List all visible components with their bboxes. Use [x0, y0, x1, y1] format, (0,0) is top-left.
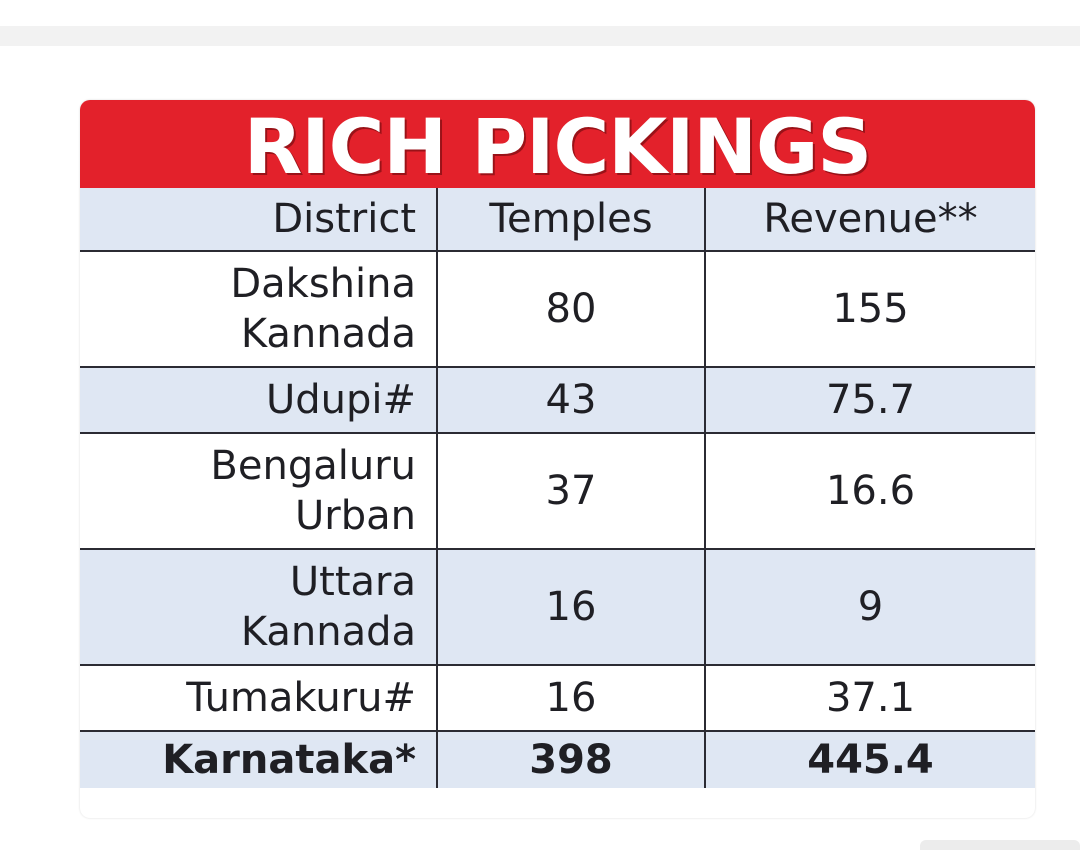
district-name-line2: Kannada	[240, 609, 416, 655]
header-row: District Temples Revenue**	[80, 188, 1035, 252]
district-cell: Dakshina Kannada	[80, 250, 438, 368]
bottom-edge-shadow	[920, 840, 1080, 850]
data-table: District Temples Revenue** Dakshina Kann…	[80, 188, 1035, 788]
table-row: Uttara Kannada 16 9	[80, 548, 1035, 666]
district-name-line2: Kannada	[240, 311, 416, 357]
header-temples: Temples	[436, 188, 706, 252]
revenue-cell: 75.7	[704, 366, 1035, 434]
temples-cell: 16	[436, 664, 706, 732]
table-title: RICH PICKINGS	[243, 102, 872, 191]
district-cell: Udupi#	[80, 366, 438, 434]
header-revenue: Revenue**	[704, 188, 1035, 252]
district-name-line2: Urban	[295, 493, 416, 539]
temples-cell: 16	[436, 548, 706, 666]
temples-cell: 43	[436, 366, 706, 434]
total-row: Karnataka* 398 445.4	[80, 730, 1035, 788]
table-row: Tumakuru# 16 37.1	[80, 664, 1035, 732]
header-district: District	[80, 188, 438, 252]
district-name-line1: Dakshina	[230, 261, 416, 307]
district-cell: Bengaluru Urban	[80, 432, 438, 550]
total-district-cell: Karnataka*	[80, 730, 438, 788]
revenue-cell: 16.6	[704, 432, 1035, 550]
revenue-cell: 37.1	[704, 664, 1035, 732]
table-row: Bengaluru Urban 37 16.6	[80, 432, 1035, 550]
district-name-line1: Bengaluru	[210, 443, 416, 489]
temples-cell: 37	[436, 432, 706, 550]
district-name-line1: Uttara	[289, 559, 416, 605]
rich-pickings-table-card: RICH PICKINGS District Temples Revenue**…	[80, 100, 1035, 818]
total-temples-cell: 398	[436, 730, 706, 788]
table-row: Udupi# 43 75.7	[80, 366, 1035, 434]
district-cell: Uttara Kannada	[80, 548, 438, 666]
table-row: Dakshina Kannada 80 155	[80, 250, 1035, 368]
title-bar: RICH PICKINGS	[80, 100, 1035, 188]
district-cell: Tumakuru#	[80, 664, 438, 732]
total-revenue-cell: 445.4	[704, 730, 1035, 788]
revenue-cell: 9	[704, 548, 1035, 666]
temples-cell: 80	[436, 250, 706, 368]
revenue-cell: 155	[704, 250, 1035, 368]
top-separator-strip	[0, 26, 1080, 46]
